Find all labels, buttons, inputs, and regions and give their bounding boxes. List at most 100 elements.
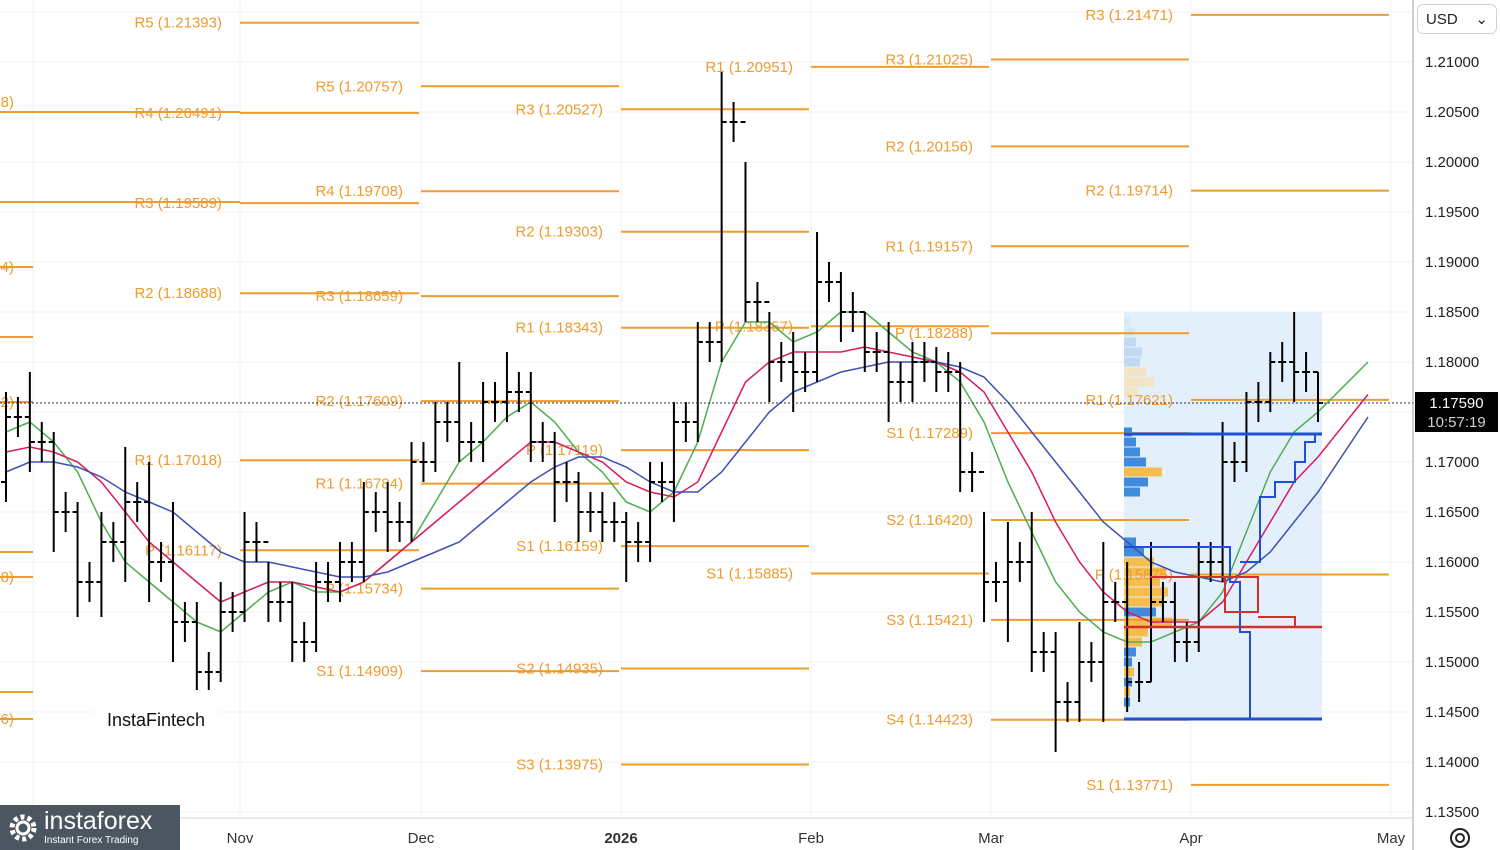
- ohlc-bar: [454, 362, 476, 462]
- pivot-label: R4 (1.20491): [134, 105, 222, 122]
- ohlc-bar: [883, 322, 905, 422]
- profile-bar: [1124, 477, 1148, 487]
- pivot-label: P (1.18288): [895, 325, 973, 342]
- ohlc-bar: [1050, 632, 1072, 752]
- profile-bar: [1124, 557, 1154, 567]
- price-tick-label: 1.20000: [1425, 154, 1479, 171]
- profile-bar: [1124, 457, 1146, 467]
- profile-bar: [1124, 597, 1164, 607]
- ohlc-bar: [1002, 522, 1024, 642]
- pivot-label-clipped: 6): [1, 711, 14, 728]
- ohlc-bar: [716, 72, 738, 362]
- pivot-label: R3 (1.21471): [1085, 7, 1173, 24]
- ohlc-bar: [501, 352, 523, 422]
- ohlc-bar: [668, 402, 690, 522]
- ohlc-bar: [859, 311, 881, 372]
- ohlc-bar: [311, 562, 333, 652]
- pivot-label: S1 (1.14909): [316, 663, 403, 680]
- currency-select[interactable]: USD ⌄: [1417, 4, 1497, 34]
- ohlc-bar: [764, 301, 786, 402]
- profile-bar: [1124, 347, 1142, 357]
- profile-bar: [1124, 357, 1140, 367]
- ohlc-bar: [1169, 582, 1191, 662]
- ohlc-bar: [788, 332, 810, 412]
- pivot-label: R2 (1.19714): [1085, 183, 1173, 200]
- ohlc-bar: [263, 541, 285, 622]
- pivot-label: R2 (1.17609): [315, 393, 403, 410]
- pivot-label-clipped: 8): [1, 94, 14, 111]
- developing-value-line: [1240, 434, 1316, 563]
- pivot-label: S4 (1.14423): [886, 712, 973, 729]
- ohlc-bar: [740, 121, 762, 322]
- pivot-label: R1 (1.20951): [705, 59, 793, 76]
- profile-bar: [1124, 377, 1154, 387]
- pivot-label: R5 (1.20757): [315, 78, 403, 95]
- price-axis: 1.21000 1.20500 1.20000 1.19500 1.19000 1.185…: [1425, 54, 1479, 821]
- pivot-label: P (1.16117): [145, 542, 222, 559]
- price-tick-label: 1.21000: [1425, 54, 1479, 71]
- profile-bar: [1124, 327, 1134, 337]
- profile-bar: [1124, 437, 1136, 447]
- ohlc-bar: [907, 342, 929, 402]
- ohlc-bar: [382, 482, 404, 552]
- price-tick-label: 1.19000: [1425, 254, 1479, 271]
- pivot-label: R1 (1.17621): [1085, 392, 1173, 409]
- pivot-label: R1 (1.18343): [515, 320, 603, 337]
- price-tick-label: 1.13500: [1425, 804, 1479, 821]
- ohlc-bar: [692, 322, 714, 442]
- gear-logo-icon: [9, 814, 37, 841]
- instaforex-logo[interactable]: instaforex Instant Forex Trading: [0, 805, 180, 850]
- month-label: Feb: [798, 830, 824, 847]
- watermark-text: InstaFintech: [106, 709, 206, 730]
- ohlc-bar: [931, 347, 953, 392]
- ohlc-bar: [1098, 542, 1120, 722]
- ohlc-bar: [1217, 422, 1239, 582]
- ohlc-bar: [955, 362, 977, 492]
- ohlc-bar: [358, 482, 380, 582]
- settings-icon[interactable]: [1448, 826, 1472, 850]
- price-tick-label: 1.15000: [1425, 654, 1479, 671]
- last-price-value: 1.17590: [1429, 395, 1484, 412]
- ohlc-bar: [96, 512, 118, 617]
- pivot-label: P (1.15734): [325, 581, 403, 598]
- ohlc-bar: [406, 442, 428, 542]
- ohlc-bar: [573, 472, 595, 542]
- pivot-label: R3 (1.19589): [134, 195, 222, 212]
- month-label: May: [1377, 830, 1406, 847]
- ohlc-bar: [1074, 622, 1096, 722]
- pivot-label: R3 (1.21025): [885, 52, 973, 69]
- price-tick-label: 1.16000: [1425, 554, 1479, 571]
- pivot-label: S1 (1.16159): [516, 538, 603, 555]
- currency-value: USD: [1426, 10, 1458, 28]
- profile-bar: [1124, 447, 1140, 457]
- ohlc-bar: [167, 502, 189, 662]
- ohlc-bar: [1122, 562, 1144, 712]
- watermark: InstaFintech: [93, 690, 219, 750]
- pivot-label: R1 (1.16784): [315, 476, 403, 493]
- last-price-badge: 1.17590 10:57:19: [1415, 392, 1498, 432]
- pivot-label: R1 (1.19157): [885, 238, 973, 255]
- ohlc-bar: [645, 462, 666, 562]
- ohlc-bar: [621, 512, 643, 582]
- profile-bar: [1124, 467, 1162, 477]
- ohlc-bar: [1265, 342, 1287, 412]
- price-tick-label: 1.14500: [1425, 704, 1479, 721]
- price-tick-label: 1.14000: [1425, 754, 1479, 771]
- ohlc-bar: [979, 471, 1000, 622]
- profile-bar: [1124, 547, 1144, 557]
- month-label: Nov: [227, 830, 254, 847]
- profile-bar: [1124, 607, 1156, 617]
- ohlc-bar: [549, 432, 571, 522]
- profile-bar: [1124, 487, 1140, 497]
- pivot-label: R3 (1.18659): [315, 288, 403, 305]
- ohlc-bar: [24, 372, 46, 472]
- profile-bar: [1124, 587, 1168, 597]
- profile-levels: [1124, 432, 1322, 721]
- pivot-label: R2 (1.18688): [134, 285, 222, 302]
- pivot-label: R4 (1.19708): [315, 183, 403, 200]
- pivot-label: S2 (1.14935): [516, 661, 603, 678]
- price-tick-label: 1.18500: [1425, 304, 1479, 321]
- ohlc-bar: [835, 272, 857, 342]
- price-tick-label: 1.17000: [1425, 454, 1479, 471]
